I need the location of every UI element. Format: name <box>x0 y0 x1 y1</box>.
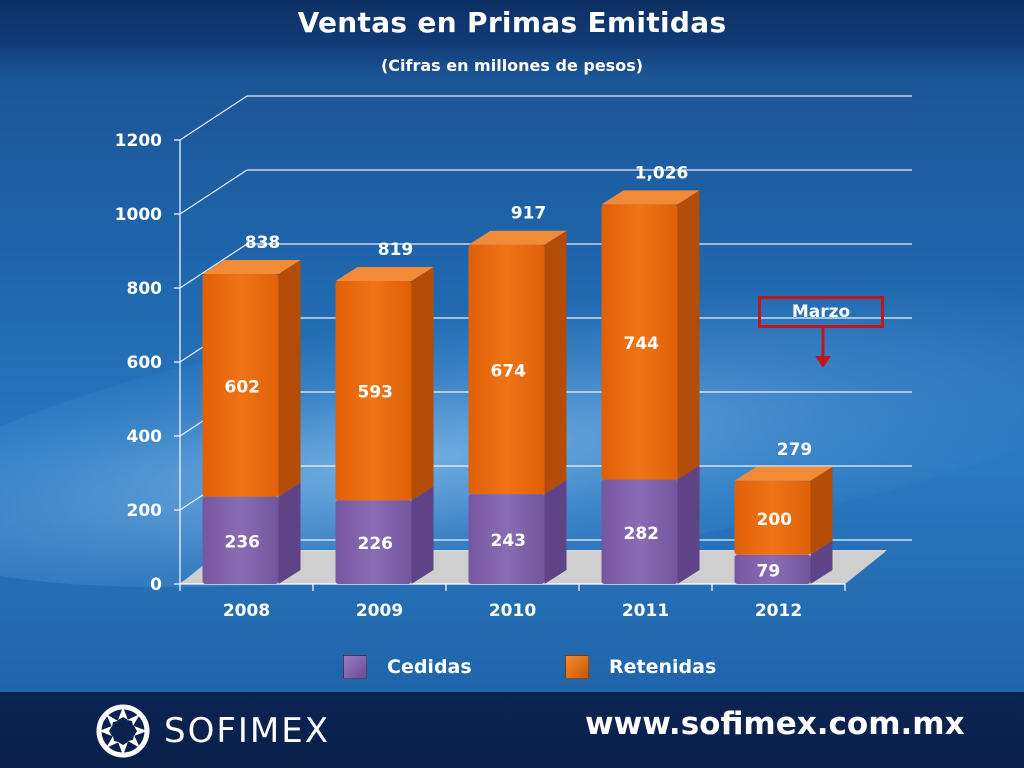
sofimex-logo: SOFIMEX <box>92 700 330 762</box>
data-label-cedidas-2011: 282 <box>624 524 660 544</box>
y-tick-label: 1200 <box>115 131 162 151</box>
chart-subtitle: (Cifras en millones de pesos) <box>380 56 644 75</box>
x-tick-label-2011: 2011 <box>622 601 669 621</box>
data-label-cedidas-2009: 226 <box>358 534 394 554</box>
brand-name: SOFIMEX <box>164 711 331 751</box>
bar-retenidas-2010 <box>468 244 545 495</box>
total-label-2010: 917 <box>511 204 547 224</box>
header-band <box>0 0 1024 75</box>
x-tick-label-2012: 2012 <box>755 601 802 621</box>
bar-cedidas-2008 <box>202 496 279 584</box>
bar-side-cedidas-2009 <box>411 486 434 584</box>
bar-retenidas-2012 <box>734 480 811 555</box>
bar-side-retenidas-2012 <box>810 466 833 555</box>
gridline-depth <box>179 169 248 215</box>
total-label-2009: 819 <box>378 240 414 260</box>
data-label-cedidas-2012: 79 <box>757 561 781 581</box>
y-tick-label: 0 <box>150 575 162 595</box>
legend-item-cedidas: Cedidas <box>343 655 472 679</box>
stacked-bar-chart: 0 200 400 600 800 1000 1200 236 602 838 2008 226 593… <box>115 95 887 621</box>
marzo-note-box: Marzo <box>758 296 884 328</box>
total-label-2011: 1,026 <box>635 163 689 183</box>
chart-title: Ventas en Primas Emitidas <box>297 6 727 39</box>
website-url: www.sofimex.com.mx <box>585 706 965 742</box>
bar-side-cedidas-2011 <box>677 465 700 584</box>
data-label-retenidas-2008: 602 <box>225 377 261 397</box>
bar-top-2009 <box>335 266 434 281</box>
bar-retenidas-2008 <box>202 273 279 497</box>
data-label-retenidas-2009: 593 <box>358 383 394 403</box>
footer-band <box>0 692 1024 768</box>
total-label-2008: 838 <box>245 233 281 253</box>
bar-top-2008 <box>202 259 301 274</box>
bar-cedidas-2010 <box>468 494 545 584</box>
bar-top-2012 <box>734 466 833 481</box>
x-tick-label-2008: 2008 <box>223 601 270 621</box>
data-label-retenidas-2011: 744 <box>624 334 660 354</box>
data-label-cedidas-2008: 236 <box>225 532 261 552</box>
gridline-depth <box>179 95 248 141</box>
data-label-retenidas-2012: 200 <box>757 510 793 530</box>
bar-retenidas-2009 <box>335 280 412 501</box>
bar-side-retenidas-2011 <box>677 190 700 480</box>
x-tick-label-2010: 2010 <box>489 601 536 621</box>
legend-swatch-retenidas <box>565 655 589 679</box>
bar-side-retenidas-2010 <box>544 230 567 495</box>
down-arrow-icon <box>815 328 831 368</box>
x-tick-label-2009: 2009 <box>356 601 403 621</box>
legend-swatch-cedidas <box>343 655 367 679</box>
bar-side-cedidas-2008 <box>278 482 301 584</box>
sofimex-emblem-icon <box>96 704 150 758</box>
total-label-2012: 279 <box>777 440 813 460</box>
y-tick-label: 800 <box>127 279 163 299</box>
legend-label-cedidas: Cedidas <box>387 656 472 678</box>
bar-cedidas-2011 <box>601 479 678 584</box>
bar-side-cedidas-2010 <box>544 480 567 584</box>
bar-side-retenidas-2009 <box>411 266 434 501</box>
bar-cedidas-2009 <box>335 500 412 584</box>
y-tick-label: 200 <box>127 501 163 521</box>
y-tick-label: 1000 <box>115 205 162 225</box>
legend-item-retenidas: Retenidas <box>565 655 716 679</box>
data-label-cedidas-2010: 243 <box>491 531 527 551</box>
bar-retenidas-2011 <box>601 204 678 480</box>
bar-top-2011 <box>601 190 700 205</box>
y-tick-label: 600 <box>127 353 163 373</box>
bar-side-retenidas-2008 <box>278 259 301 497</box>
bar-top-2010 <box>468 230 567 245</box>
bar-side-cedidas-2012 <box>810 540 833 584</box>
legend-label-retenidas: Retenidas <box>609 656 717 678</box>
bar-cedidas-2012 <box>734 554 811 584</box>
gridline-depth <box>179 243 248 289</box>
y-tick-label: 400 <box>127 427 163 447</box>
data-label-retenidas-2010: 674 <box>491 361 527 381</box>
